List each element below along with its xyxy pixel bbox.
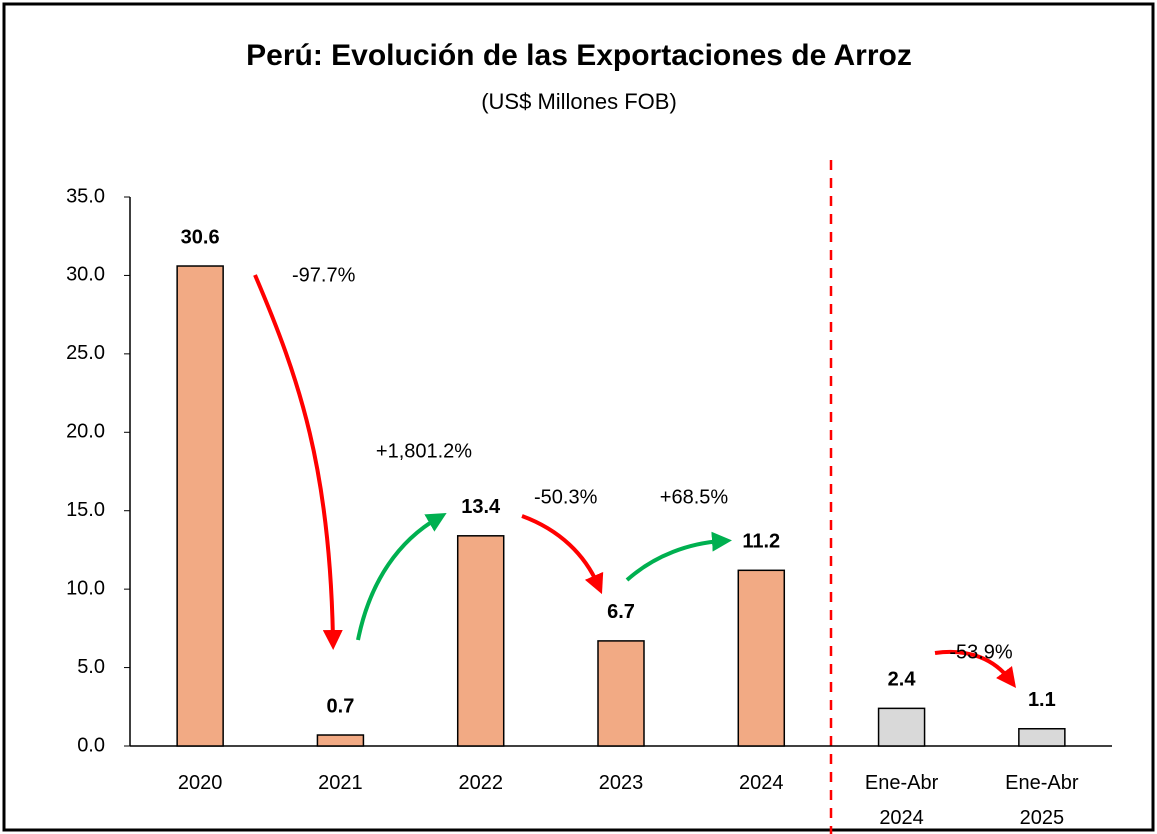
y-tick-label: 30.0 [66,264,105,286]
annotation: +68.5% [660,486,729,508]
annotation: -50.3% [534,486,598,508]
value-label: 0.7 [327,695,355,717]
x-tick-label: 2022 [458,772,503,794]
value-label: 6.7 [607,601,635,623]
bar [316,734,365,747]
x-tick-label: 2021 [318,772,363,794]
x-tick-label: 2024 [739,772,784,794]
arrow [625,531,732,582]
x-tick-label: 2023 [598,772,644,794]
y-tick-label: 15.0 [66,499,105,521]
annotation: -97.7% [292,264,356,286]
arrow [934,649,1017,688]
bar [176,265,224,747]
bar [1018,727,1066,747]
value-label: 13.4 [461,496,501,518]
bar [877,707,926,747]
bar [597,640,645,747]
arrow [356,512,447,641]
chart-subtitle: (US$ Millones FOB) [481,89,677,114]
value-label: 1.1 [1028,689,1056,711]
bar [456,535,505,747]
y-tick-label: 10.0 [66,577,105,599]
x-tick-label: Ene-Abr 2024 [864,772,939,829]
chart-title: Perú: Evolución de las Exportaciones de … [246,39,912,72]
y-tick-label: 0.0 [77,734,105,756]
arrow [253,274,343,650]
bar [737,569,786,747]
value-label: 30.6 [181,226,220,248]
annotation: +1,801.2% [376,440,472,462]
annotation: -53.9% [949,641,1013,663]
value-label: 11.2 [742,531,780,553]
y-tick-label: 25.0 [66,342,105,364]
arrow [521,514,604,595]
value-label: 2.4 [888,669,917,691]
y-tick-label: 20.0 [66,421,105,443]
x-tick-label: Ene-Abr 2025 [1005,772,1079,829]
y-tick-label: 5.0 [77,656,105,678]
y-tick-label: 35.0 [66,185,105,207]
x-tick-label: 2020 [177,772,223,794]
